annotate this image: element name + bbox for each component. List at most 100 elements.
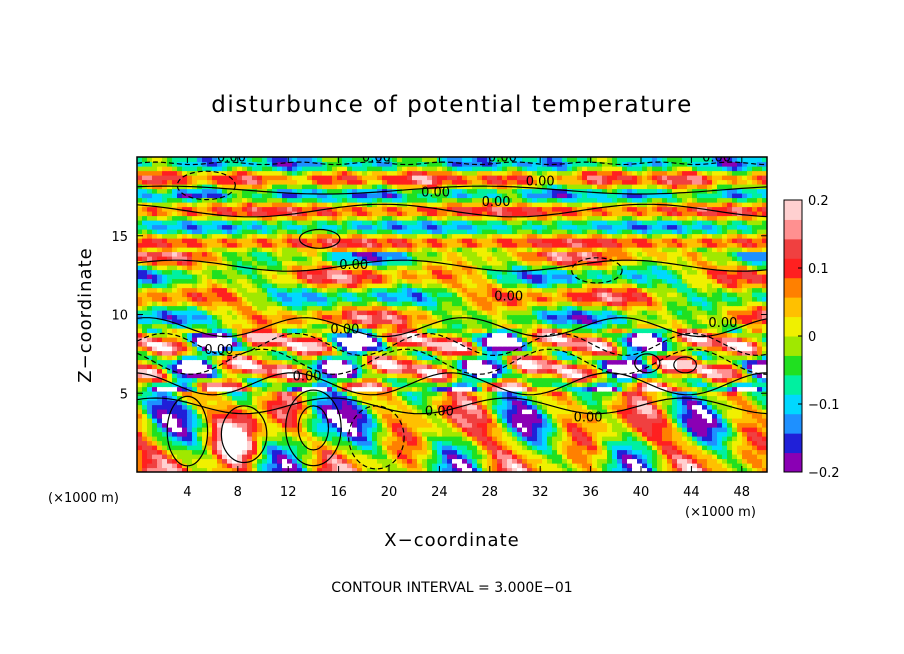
heatmap-cell [352,409,358,415]
heatmap-cell [152,413,158,419]
heatmap-cell [407,310,413,316]
heatmap-cell [192,364,198,370]
heatmap-cell [527,355,533,361]
heatmap-cell [602,422,608,428]
heatmap-cell [612,431,618,437]
heatmap-cell [627,359,633,365]
heatmap-cell [762,395,767,401]
heatmap-cell [372,373,378,379]
heatmap-cell [392,350,398,356]
heatmap-cell [477,386,483,392]
heatmap-cell [502,350,508,356]
heatmap-cell [292,395,298,401]
heatmap-cell [292,368,298,374]
heatmap-cell [362,346,368,352]
heatmap-cell [157,377,163,383]
heatmap-cell [167,328,173,334]
heatmap-cell [372,427,378,433]
heatmap-cell [742,359,748,365]
heatmap-cell [137,292,143,298]
heatmap-cell [387,323,393,329]
heatmap-cell [242,404,248,410]
heatmap-cell [712,301,718,307]
heatmap-cell [442,391,448,397]
heatmap-cell [617,440,623,446]
heatmap-cell [652,391,658,397]
heatmap-cell [302,346,308,352]
heatmap-cell [622,323,628,329]
heatmap-cell [537,323,543,329]
heatmap-cell [447,319,453,325]
heatmap-cell [252,305,258,311]
heatmap-cell [342,449,348,455]
heatmap-cell [287,422,293,428]
heatmap-cell [397,382,403,388]
heatmap-cell [517,350,523,356]
heatmap-cell [342,305,348,311]
heatmap-cell [342,427,348,433]
heatmap-cell [472,346,478,352]
heatmap-cell [382,431,388,437]
heatmap-cell [722,467,728,472]
heatmap-cell [472,413,478,419]
heatmap-cell [547,341,553,347]
heatmap-cell [547,458,553,464]
heatmap-cell [297,431,303,437]
heatmap-cell [742,364,748,370]
heatmap-cell [232,382,238,388]
heatmap-cell [427,355,433,361]
heatmap-cell [457,355,463,361]
heatmap-cell [357,341,363,347]
heatmap-cell [342,292,348,298]
heatmap-cell [567,436,573,442]
heatmap-cell [632,368,638,374]
heatmap-cell [587,395,593,401]
heatmap-cell [197,409,203,415]
heatmap-cell [172,337,178,343]
heatmap-cell [447,310,453,316]
heatmap-cell [447,305,453,311]
heatmap-cell [137,422,143,428]
heatmap-cell [452,382,458,388]
heatmap-cell [257,382,263,388]
heatmap-cell [452,310,458,316]
heatmap-cell [422,454,428,460]
heatmap-cell [562,391,568,397]
heatmap-cell [682,350,688,356]
heatmap-cell [437,454,443,460]
heatmap-cell [202,314,208,320]
heatmap-cell [177,454,183,460]
heatmap-cell [757,386,763,392]
heatmap-cell [492,346,498,352]
heatmap-cell [352,467,358,472]
heatmap-cell [152,346,158,352]
heatmap-cell [647,391,653,397]
heatmap-cell [257,337,263,343]
heatmap-cell [322,355,328,361]
heatmap-cell [357,305,363,311]
heatmap-cell [457,422,463,428]
heatmap-cell [432,319,438,325]
heatmap-cell [492,395,498,401]
heatmap-cell [702,463,708,469]
heatmap-cell [662,445,668,451]
heatmap-cell [157,346,163,352]
heatmap-cell [687,346,693,352]
heatmap-cell [142,292,148,298]
heatmap-cell [672,427,678,433]
heatmap-cell [657,400,663,406]
heatmap-cell [637,355,643,361]
heatmap-cell [512,359,518,365]
heatmap-cell [687,386,693,392]
heatmap-cell [302,382,308,388]
heatmap-cell [717,346,723,352]
heatmap-cell [607,454,613,460]
heatmap-cell [492,301,498,307]
heatmap-cell [572,355,578,361]
heatmap-cell [517,386,523,392]
heatmap-cell [192,301,198,307]
heatmap-cell [662,350,668,356]
heatmap-cell [757,413,763,419]
heatmap-cell [177,323,183,329]
heatmap-cell [142,445,148,451]
